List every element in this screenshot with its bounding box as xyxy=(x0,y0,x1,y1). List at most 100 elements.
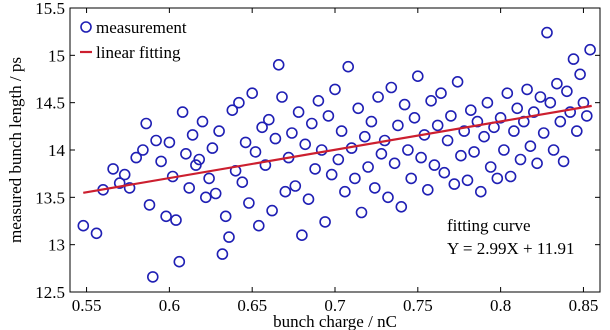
data-point xyxy=(305,117,318,130)
data-point xyxy=(118,168,131,181)
data-point xyxy=(315,144,328,156)
data-point xyxy=(491,172,504,185)
data-point xyxy=(325,168,338,181)
data-point xyxy=(213,125,225,137)
data-point xyxy=(521,83,533,96)
data-point xyxy=(216,248,229,260)
data-point xyxy=(544,96,557,109)
data-point xyxy=(180,148,192,160)
data-point xyxy=(584,43,596,56)
data-point xyxy=(249,146,262,158)
data-point xyxy=(385,81,398,94)
data-point xyxy=(408,112,421,124)
legend-label-fit: linear fitting xyxy=(96,43,181,62)
data-point xyxy=(461,174,474,187)
data-point xyxy=(190,159,202,171)
data-point xyxy=(252,219,265,232)
data-point xyxy=(312,95,325,107)
data-point xyxy=(163,136,176,149)
data-point xyxy=(362,161,374,173)
data-point xyxy=(537,127,550,139)
data-point xyxy=(474,185,487,198)
data-point xyxy=(296,229,308,241)
data-point xyxy=(580,110,593,122)
data-point xyxy=(425,95,437,107)
scatter-points xyxy=(77,26,596,283)
data-point xyxy=(90,227,103,240)
x-tick-label: 0.65 xyxy=(237,296,267,315)
fit-equation: Y = 2.99X + 11.91 xyxy=(447,239,574,258)
data-point xyxy=(203,172,215,185)
legend-label-measurement: measurement xyxy=(96,18,187,37)
data-point xyxy=(498,144,510,156)
y-tick-label: 14.5 xyxy=(35,94,65,113)
data-point xyxy=(481,96,494,109)
data-point xyxy=(206,142,219,154)
data-point xyxy=(332,153,345,166)
data-point xyxy=(259,159,272,171)
data-point xyxy=(445,110,457,122)
data-point xyxy=(464,104,477,116)
fit-line xyxy=(83,104,592,194)
data-point xyxy=(266,204,278,217)
legend-marker-measurement xyxy=(80,21,92,33)
data-point xyxy=(551,77,563,90)
data-point xyxy=(262,113,275,126)
data-point xyxy=(527,106,540,118)
data-point xyxy=(276,91,288,103)
data-point xyxy=(468,146,480,158)
data-point xyxy=(567,53,580,65)
y-tick-label: 13.5 xyxy=(35,188,65,207)
x-tick-label: 0.7 xyxy=(324,296,346,315)
fit-caption: fitting curve xyxy=(447,216,531,235)
x-tick-label: 0.85 xyxy=(569,296,599,315)
data-point xyxy=(160,210,172,223)
data-point xyxy=(375,148,388,160)
data-point xyxy=(339,185,351,198)
data-point xyxy=(302,193,315,205)
data-point xyxy=(570,125,583,137)
data-point xyxy=(382,191,394,204)
data-point xyxy=(478,130,490,143)
x-tick-label: 0.75 xyxy=(403,296,433,315)
data-point xyxy=(299,138,312,151)
x-tick-label: 0.55 xyxy=(72,296,102,315)
data-point xyxy=(398,98,411,111)
data-point xyxy=(130,151,142,164)
y-tick-label: 13 xyxy=(48,236,65,255)
data-point xyxy=(209,187,222,200)
data-point xyxy=(107,163,119,175)
data-point xyxy=(501,87,514,99)
data-point xyxy=(557,155,570,168)
data-point xyxy=(402,144,414,156)
y-ticks: 12.5 13 13.5 14 14.5 15 15.5 xyxy=(35,0,600,302)
x-tick-label: 0.8 xyxy=(490,296,511,315)
data-point xyxy=(508,125,520,137)
data-point xyxy=(176,106,189,118)
data-point xyxy=(123,182,136,194)
data-point xyxy=(200,191,212,204)
data-point xyxy=(494,112,507,124)
x-ticks: 0.55 0.6 0.65 0.7 0.75 0.8 0.85 xyxy=(72,8,599,315)
y-tick-label: 15 xyxy=(48,46,65,65)
data-point xyxy=(368,182,381,194)
data-point xyxy=(484,161,497,173)
data-point xyxy=(140,117,152,130)
data-point xyxy=(233,96,245,109)
data-point xyxy=(388,157,401,170)
data-point xyxy=(279,185,292,198)
data-point xyxy=(541,26,553,39)
data-point xyxy=(435,87,447,99)
data-point xyxy=(150,134,162,147)
data-point xyxy=(143,199,156,211)
data-point xyxy=(342,60,355,73)
data-point xyxy=(405,172,418,185)
data-point xyxy=(243,197,255,209)
data-point xyxy=(431,119,444,132)
data-point xyxy=(355,206,368,219)
y-tick-label: 14 xyxy=(48,141,66,160)
data-point xyxy=(329,83,341,96)
data-point xyxy=(564,106,577,118)
data-point xyxy=(411,70,424,82)
